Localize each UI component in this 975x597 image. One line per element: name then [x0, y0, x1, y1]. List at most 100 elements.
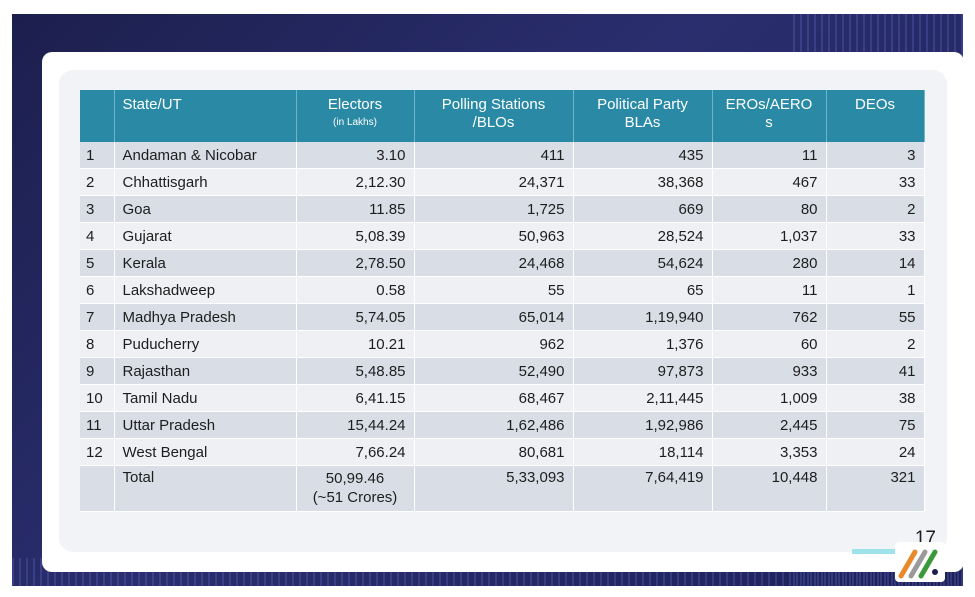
table-total-row: Total 50,99.46 (~51 Crores) 5,33,093 7,6…	[80, 465, 925, 512]
row-electors: 11.85	[296, 195, 415, 223]
row-eros: 1,009	[712, 384, 827, 412]
row-state: Rajasthan	[114, 357, 297, 385]
table-row: 7 Madhya Pradesh 5,74.05 65,014 1,19,940…	[80, 303, 925, 331]
header-eros-line2: s	[765, 114, 773, 131]
table-row: 5 Kerala 2,78.50 24,468 54,624 280 14	[80, 249, 925, 277]
header-deos: DEOs	[826, 90, 925, 142]
header-party-line2: BLAs	[624, 114, 661, 131]
header-polling-stations: Polling Stations /BLOs	[414, 90, 574, 142]
row-electors: 2,78.50	[296, 249, 415, 277]
header-eros-line1: EROs/AERO	[725, 96, 813, 113]
row-deos: 41	[826, 357, 925, 385]
row-eros: 280	[712, 249, 827, 277]
total-bla: 7,64,419	[573, 465, 713, 512]
header-party-blas: Political Party BLAs	[573, 90, 713, 142]
row-state: Chhattisgarh	[114, 168, 297, 196]
total-electors: 50,99.46 (~51 Crores)	[296, 465, 415, 512]
total-electors-value: 50,99.46	[325, 470, 385, 487]
header-electors: Electors (in Lakhs)	[296, 90, 415, 142]
row-deos: 24	[826, 438, 925, 466]
row-electors: 5,48.85	[296, 357, 415, 385]
row-electors: 7,66.24	[296, 438, 415, 466]
row-deos: 3	[826, 142, 925, 169]
header-state: State/UT	[114, 90, 297, 142]
row-electors: 6,41.15	[296, 384, 415, 412]
row-polling: 65,014	[414, 303, 574, 331]
row-electors: 0.58	[296, 276, 415, 304]
header-electors-unit: (in Lakhs)	[333, 117, 377, 128]
table-header-row: State/UT Electors (in Lakhs) Polling Sta…	[80, 90, 925, 142]
header-party-line1: Political Party	[597, 96, 688, 113]
row-state: Uttar Pradesh	[114, 411, 297, 439]
total-index	[80, 465, 115, 512]
page-number-underline	[852, 549, 924, 554]
row-electors: 15,44.24	[296, 411, 415, 439]
row-eros: 2,445	[712, 411, 827, 439]
row-deos: 38	[826, 384, 925, 412]
row-polling: 50,963	[414, 222, 574, 250]
row-state: Kerala	[114, 249, 297, 277]
total-deos: 321	[826, 465, 925, 512]
row-eros: 80	[712, 195, 827, 223]
row-eros: 933	[712, 357, 827, 385]
row-eros: 762	[712, 303, 827, 331]
row-bla: 669	[573, 195, 713, 223]
row-index: 5	[80, 249, 115, 277]
row-electors: 5,74.05	[296, 303, 415, 331]
row-electors: 10.21	[296, 330, 415, 358]
row-bla: 65	[573, 276, 713, 304]
row-index: 10	[80, 384, 115, 412]
row-eros: 60	[712, 330, 827, 358]
row-bla: 435	[573, 142, 713, 169]
states-data-table: State/UT Electors (in Lakhs) Polling Sta…	[80, 90, 925, 512]
header-index	[80, 90, 115, 142]
row-state: Lakshadweep	[114, 276, 297, 304]
row-bla: 1,19,940	[573, 303, 713, 331]
row-bla: 2,11,445	[573, 384, 713, 412]
row-electors: 5,08.39	[296, 222, 415, 250]
slide-background: State/UT Electors (in Lakhs) Polling Sta…	[12, 14, 963, 586]
row-index: 8	[80, 330, 115, 358]
table-row: 11 Uttar Pradesh 15,44.24 1,62,486 1,92,…	[80, 411, 925, 439]
header-polling-line2: /BLOs	[472, 114, 515, 131]
row-state: Tamil Nadu	[114, 384, 297, 412]
row-deos: 55	[826, 303, 925, 331]
row-bla: 97,873	[573, 357, 713, 385]
row-polling: 1,725	[414, 195, 574, 223]
row-deos: 33	[826, 222, 925, 250]
row-eros: 3,353	[712, 438, 827, 466]
row-polling: 68,467	[414, 384, 574, 412]
total-eros: 10,448	[712, 465, 827, 512]
table-row: 1 Andaman & Nicobar 3.10 411 435 11 3	[80, 142, 925, 169]
header-electors-label: Electors	[327, 96, 383, 113]
row-deos: 2	[826, 195, 925, 223]
row-index: 1	[80, 142, 115, 169]
row-polling: 962	[414, 330, 574, 358]
row-index: 4	[80, 222, 115, 250]
row-bla: 28,524	[573, 222, 713, 250]
table-row: 9 Rajasthan 5,48.85 52,490 97,873 933 41	[80, 357, 925, 385]
table-row: 12 West Bengal 7,66.24 80,681 18,114 3,3…	[80, 438, 925, 466]
table-row: 4 Gujarat 5,08.39 50,963 28,524 1,037 33	[80, 222, 925, 250]
row-polling: 80,681	[414, 438, 574, 466]
row-deos: 75	[826, 411, 925, 439]
row-polling: 55	[414, 276, 574, 304]
row-index: 9	[80, 357, 115, 385]
row-index: 12	[80, 438, 115, 466]
row-index: 6	[80, 276, 115, 304]
row-index: 3	[80, 195, 115, 223]
row-deos: 33	[826, 168, 925, 196]
row-eros: 11	[712, 276, 827, 304]
row-deos: 14	[826, 249, 925, 277]
table-row: 6 Lakshadweep 0.58 55 65 11 1	[80, 276, 925, 304]
row-state: Gujarat	[114, 222, 297, 250]
row-bla: 18,114	[573, 438, 713, 466]
row-index: 2	[80, 168, 115, 196]
row-polling: 52,490	[414, 357, 574, 385]
row-index: 11	[80, 411, 115, 439]
row-electors: 2,12.30	[296, 168, 415, 196]
row-deos: 1	[826, 276, 925, 304]
table-row: 8 Puducherry 10.21 962 1,376 60 2	[80, 330, 925, 358]
table-row: 2 Chhattisgarh 2,12.30 24,371 38,368 467…	[80, 168, 925, 196]
row-state: Puducherry	[114, 330, 297, 358]
